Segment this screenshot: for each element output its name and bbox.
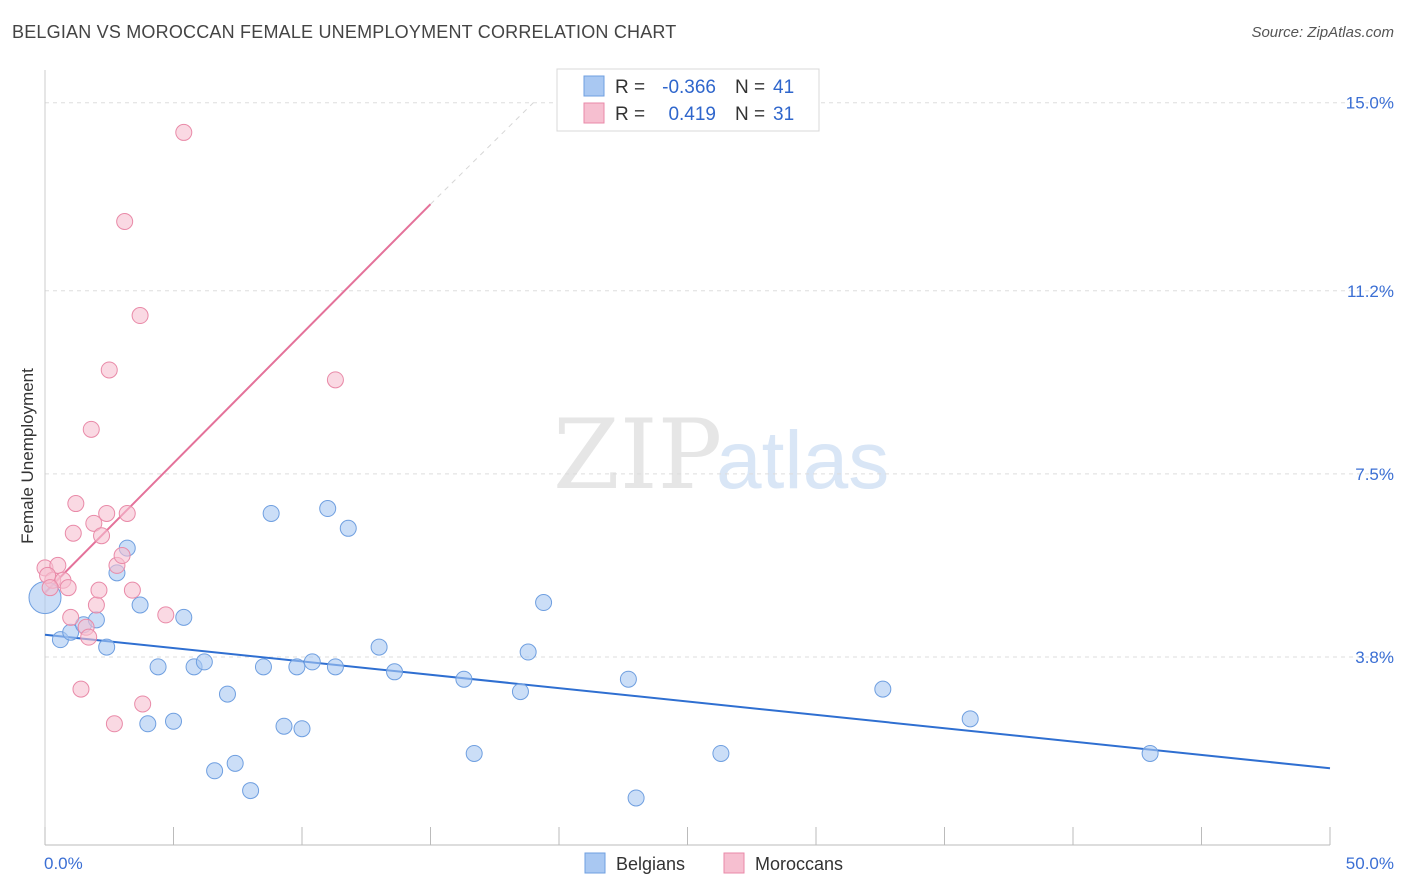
legend-swatch-belgians: [583, 75, 605, 97]
belgians-point: [262, 504, 280, 522]
belgians-point: [226, 754, 244, 772]
moroccans-point: [90, 581, 108, 599]
moroccans-point: [93, 527, 111, 545]
bottom-legend: Belgians Moroccans: [584, 852, 843, 874]
belgians-point: [195, 653, 213, 671]
bottom-legend-label-moroccans: Moroccans: [755, 854, 843, 874]
moroccans-point: [87, 596, 105, 614]
belgians-point: [293, 720, 311, 738]
belgians-point: [339, 519, 357, 537]
chart-title: BELGIAN VS MOROCCAN FEMALE UNEMPLOYMENT …: [12, 22, 677, 42]
bottom-legend-swatch-belgians: [584, 852, 606, 874]
legend-box: R = -0.366 N = 41 R = 0.419 N = 31: [556, 68, 820, 132]
moroccans-point: [41, 579, 59, 597]
belgians-point: [535, 594, 553, 612]
x-tick-label-min: 0.0%: [44, 854, 83, 873]
data-points: [28, 123, 1159, 807]
belgians-point: [874, 680, 892, 698]
belgians-point: [288, 658, 306, 676]
y-tick-label: 11.2%: [1347, 282, 1394, 301]
belgians-point: [303, 653, 321, 671]
x-tick-label-max: 50.0%: [1346, 854, 1394, 873]
legend-n-value-belgians: 41: [773, 77, 794, 98]
source-note: Source: ZipAtlas.com: [1251, 24, 1394, 41]
belgians-point: [961, 710, 979, 728]
belgians-point: [149, 658, 167, 676]
trend-lines: [44, 102, 1331, 770]
belgians-point: [275, 717, 293, 735]
belgians-point: [319, 500, 337, 518]
moroccans-point: [67, 495, 85, 513]
belgians-point: [242, 782, 260, 800]
belgians-point: [326, 658, 344, 676]
moroccans-point: [175, 123, 193, 141]
belgians-point: [370, 638, 388, 656]
moroccans-point: [62, 608, 80, 626]
axes: [44, 70, 1331, 846]
moroccans-point: [59, 579, 77, 597]
moroccans-trend-line: [44, 203, 432, 594]
legend-r-value-moroccans: 0.419: [668, 104, 716, 125]
belgians-point: [218, 685, 236, 703]
grid-lines: [45, 102, 1394, 658]
belgians-point: [254, 658, 272, 676]
moroccans-point: [64, 524, 82, 542]
y-axis-label: Female Unemployment: [18, 368, 37, 544]
belgians-point: [627, 789, 645, 807]
moroccans-point: [100, 361, 118, 379]
legend-n-label-belgians: N =: [735, 77, 765, 98]
moroccans-trend-extension: [430, 102, 534, 205]
belgians-point: [386, 663, 404, 681]
legend-r-label-moroccans: R =: [615, 104, 645, 125]
belgians-point: [1141, 744, 1159, 762]
legend-n-value-moroccans: 31: [773, 104, 794, 125]
y-tick-label: 3.8%: [1355, 648, 1394, 667]
belgians-point: [465, 744, 483, 762]
moroccans-point: [123, 581, 141, 599]
moroccans-point: [49, 556, 67, 574]
bottom-legend-label-belgians: Belgians: [616, 854, 685, 874]
moroccans-point: [157, 606, 175, 624]
legend-r-value-belgians: -0.366: [662, 77, 716, 98]
belgians-point: [619, 670, 637, 688]
moroccans-point: [118, 504, 136, 522]
moroccans-point: [134, 695, 152, 713]
belgians-point: [206, 762, 224, 780]
moroccans-point: [105, 715, 123, 733]
watermark-zip: ZIP: [553, 399, 722, 511]
belgians-point: [98, 638, 116, 656]
moroccans-point: [82, 420, 100, 438]
moroccans-point: [113, 547, 131, 565]
moroccans-point: [116, 213, 134, 231]
watermark-atlas: atlas: [716, 415, 889, 506]
belgians-point: [712, 744, 730, 762]
belgians-point: [139, 715, 157, 733]
belgians-point: [519, 643, 537, 661]
bottom-legend-swatch-moroccans: [723, 852, 745, 874]
y-tick-labels: 3.8% 7.5% 11.2% 15.0%: [1346, 94, 1394, 667]
belgians-point: [511, 683, 529, 701]
moroccans-point: [80, 628, 98, 646]
belgians-point: [175, 608, 193, 626]
moroccans-point: [131, 307, 149, 325]
legend-r-label-belgians: R =: [615, 77, 645, 98]
moroccans-point: [85, 514, 103, 532]
legend-swatch-moroccans: [583, 102, 605, 124]
belgians-trend-line: [44, 633, 1331, 770]
legend-n-label-moroccans: N =: [735, 104, 765, 125]
belgians-point: [455, 670, 473, 688]
moroccans-point: [72, 680, 90, 698]
y-tick-label: 15.0%: [1346, 94, 1394, 113]
moroccans-point: [98, 504, 116, 522]
belgians-point: [165, 712, 182, 730]
moroccans-point: [326, 371, 344, 389]
y-tick-label: 7.5%: [1355, 465, 1394, 484]
belgians-point: [131, 596, 149, 614]
